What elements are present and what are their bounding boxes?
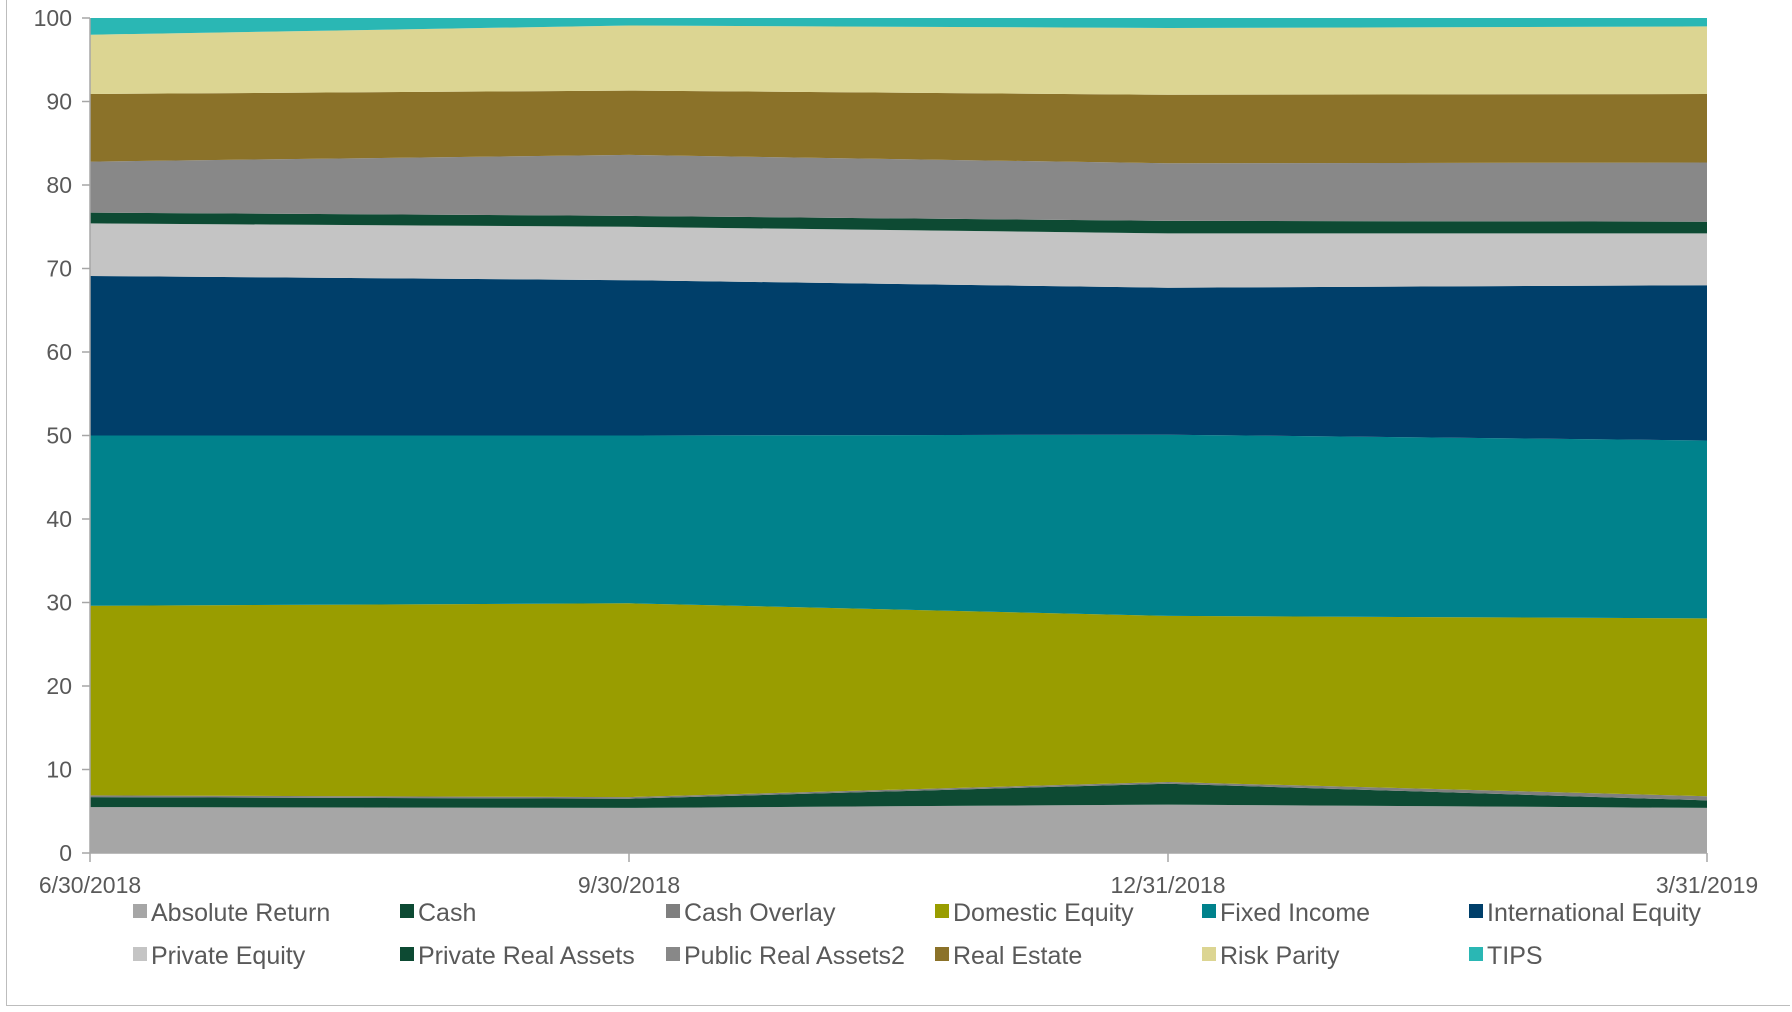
area-risk-parity [90,25,1707,95]
legend-item-real-estate: Real Estate [935,942,1082,970]
legend-item-cash-overlay: Cash Overlay [666,899,836,927]
area-public-real-assets2 [90,154,1707,222]
legend-swatch [133,904,147,918]
legend: Absolute Return Cash Cash Overlay Domestic … [133,899,1702,970]
y-tick-label: 30 [46,590,72,616]
area-private-real-assets [90,212,1707,234]
area-international-equity [90,276,1707,441]
legend-swatch [400,947,414,961]
y-tick-label: 0 [59,840,72,866]
y-tick-label: 10 [46,757,72,783]
legend-swatch [1202,947,1216,961]
legend-item-fixed-income: Fixed Income [1202,899,1370,927]
y-tick-label: 60 [46,339,72,365]
area-private-equity [90,223,1707,288]
legend-label: TIPS [1487,942,1543,970]
area-real-estate [90,90,1707,164]
legend-label: Risk Parity [1220,942,1340,970]
legend-label: Private Real Assets [418,942,635,970]
y-tick-label: 70 [46,256,72,282]
y-axis-ticks: 0 10 20 30 40 50 60 70 80 90 100 [34,5,90,866]
area-cash [90,783,1707,808]
area-domestic-equity [90,603,1707,798]
legend-label: Public Real Assets2 [684,942,905,970]
legend-swatch [666,947,680,961]
legend-item-international-equity: International Equity [1469,899,1702,927]
legend-item-absolute-return: Absolute Return [133,899,330,927]
legend-swatch [133,947,147,961]
legend-item-private-real-assets: Private Real Assets [400,942,635,970]
y-tick-label: 50 [46,423,72,449]
legend-item-public-real-assets2: Public Real Assets2 [666,942,905,970]
y-tick-label: 20 [46,673,72,699]
legend-label: Domestic Equity [953,899,1134,927]
x-axis-ticks: 6/30/2018 9/30/2018 12/31/2018 3/31/2019 [39,853,1758,898]
chart-frame [6,0,1790,1006]
legend-label: Absolute Return [151,899,330,927]
legend-label: Real Estate [953,942,1082,970]
legend-item-cash: Cash [400,899,476,927]
area-fixed-income [90,434,1707,619]
area-absolute-return [90,804,1707,853]
x-tick-label: 6/30/2018 [39,872,141,898]
y-tick-label: 80 [46,172,72,198]
x-tick-label: 3/31/2019 [1656,872,1758,898]
legend-label: Private Equity [151,942,306,970]
y-tick-label: 100 [34,5,72,31]
area-tips [90,18,1707,35]
legend-item-domestic-equity: Domestic Equity [935,899,1134,927]
legend-swatch [1202,904,1216,918]
series-areas [90,18,1707,853]
legend-swatch [935,947,949,961]
legend-swatch [935,904,949,918]
y-tick-label: 40 [46,506,72,532]
legend-label: Cash [418,899,476,927]
legend-label: Cash Overlay [684,899,836,927]
area-cash-overlay [90,782,1707,801]
x-tick-label: 9/30/2018 [578,872,680,898]
legend-swatch [1469,904,1483,918]
legend-item-tips: TIPS [1469,942,1543,970]
x-tick-label: 12/31/2018 [1110,872,1225,898]
legend-swatch [1469,947,1483,961]
legend-item-risk-parity: Risk Parity [1202,942,1340,970]
legend-swatch [666,904,680,918]
legend-item-private-equity: Private Equity [133,942,306,970]
legend-label: Fixed Income [1220,899,1370,927]
legend-label: International Equity [1487,899,1702,927]
legend-swatch [400,904,414,918]
y-tick-label: 90 [46,89,72,115]
